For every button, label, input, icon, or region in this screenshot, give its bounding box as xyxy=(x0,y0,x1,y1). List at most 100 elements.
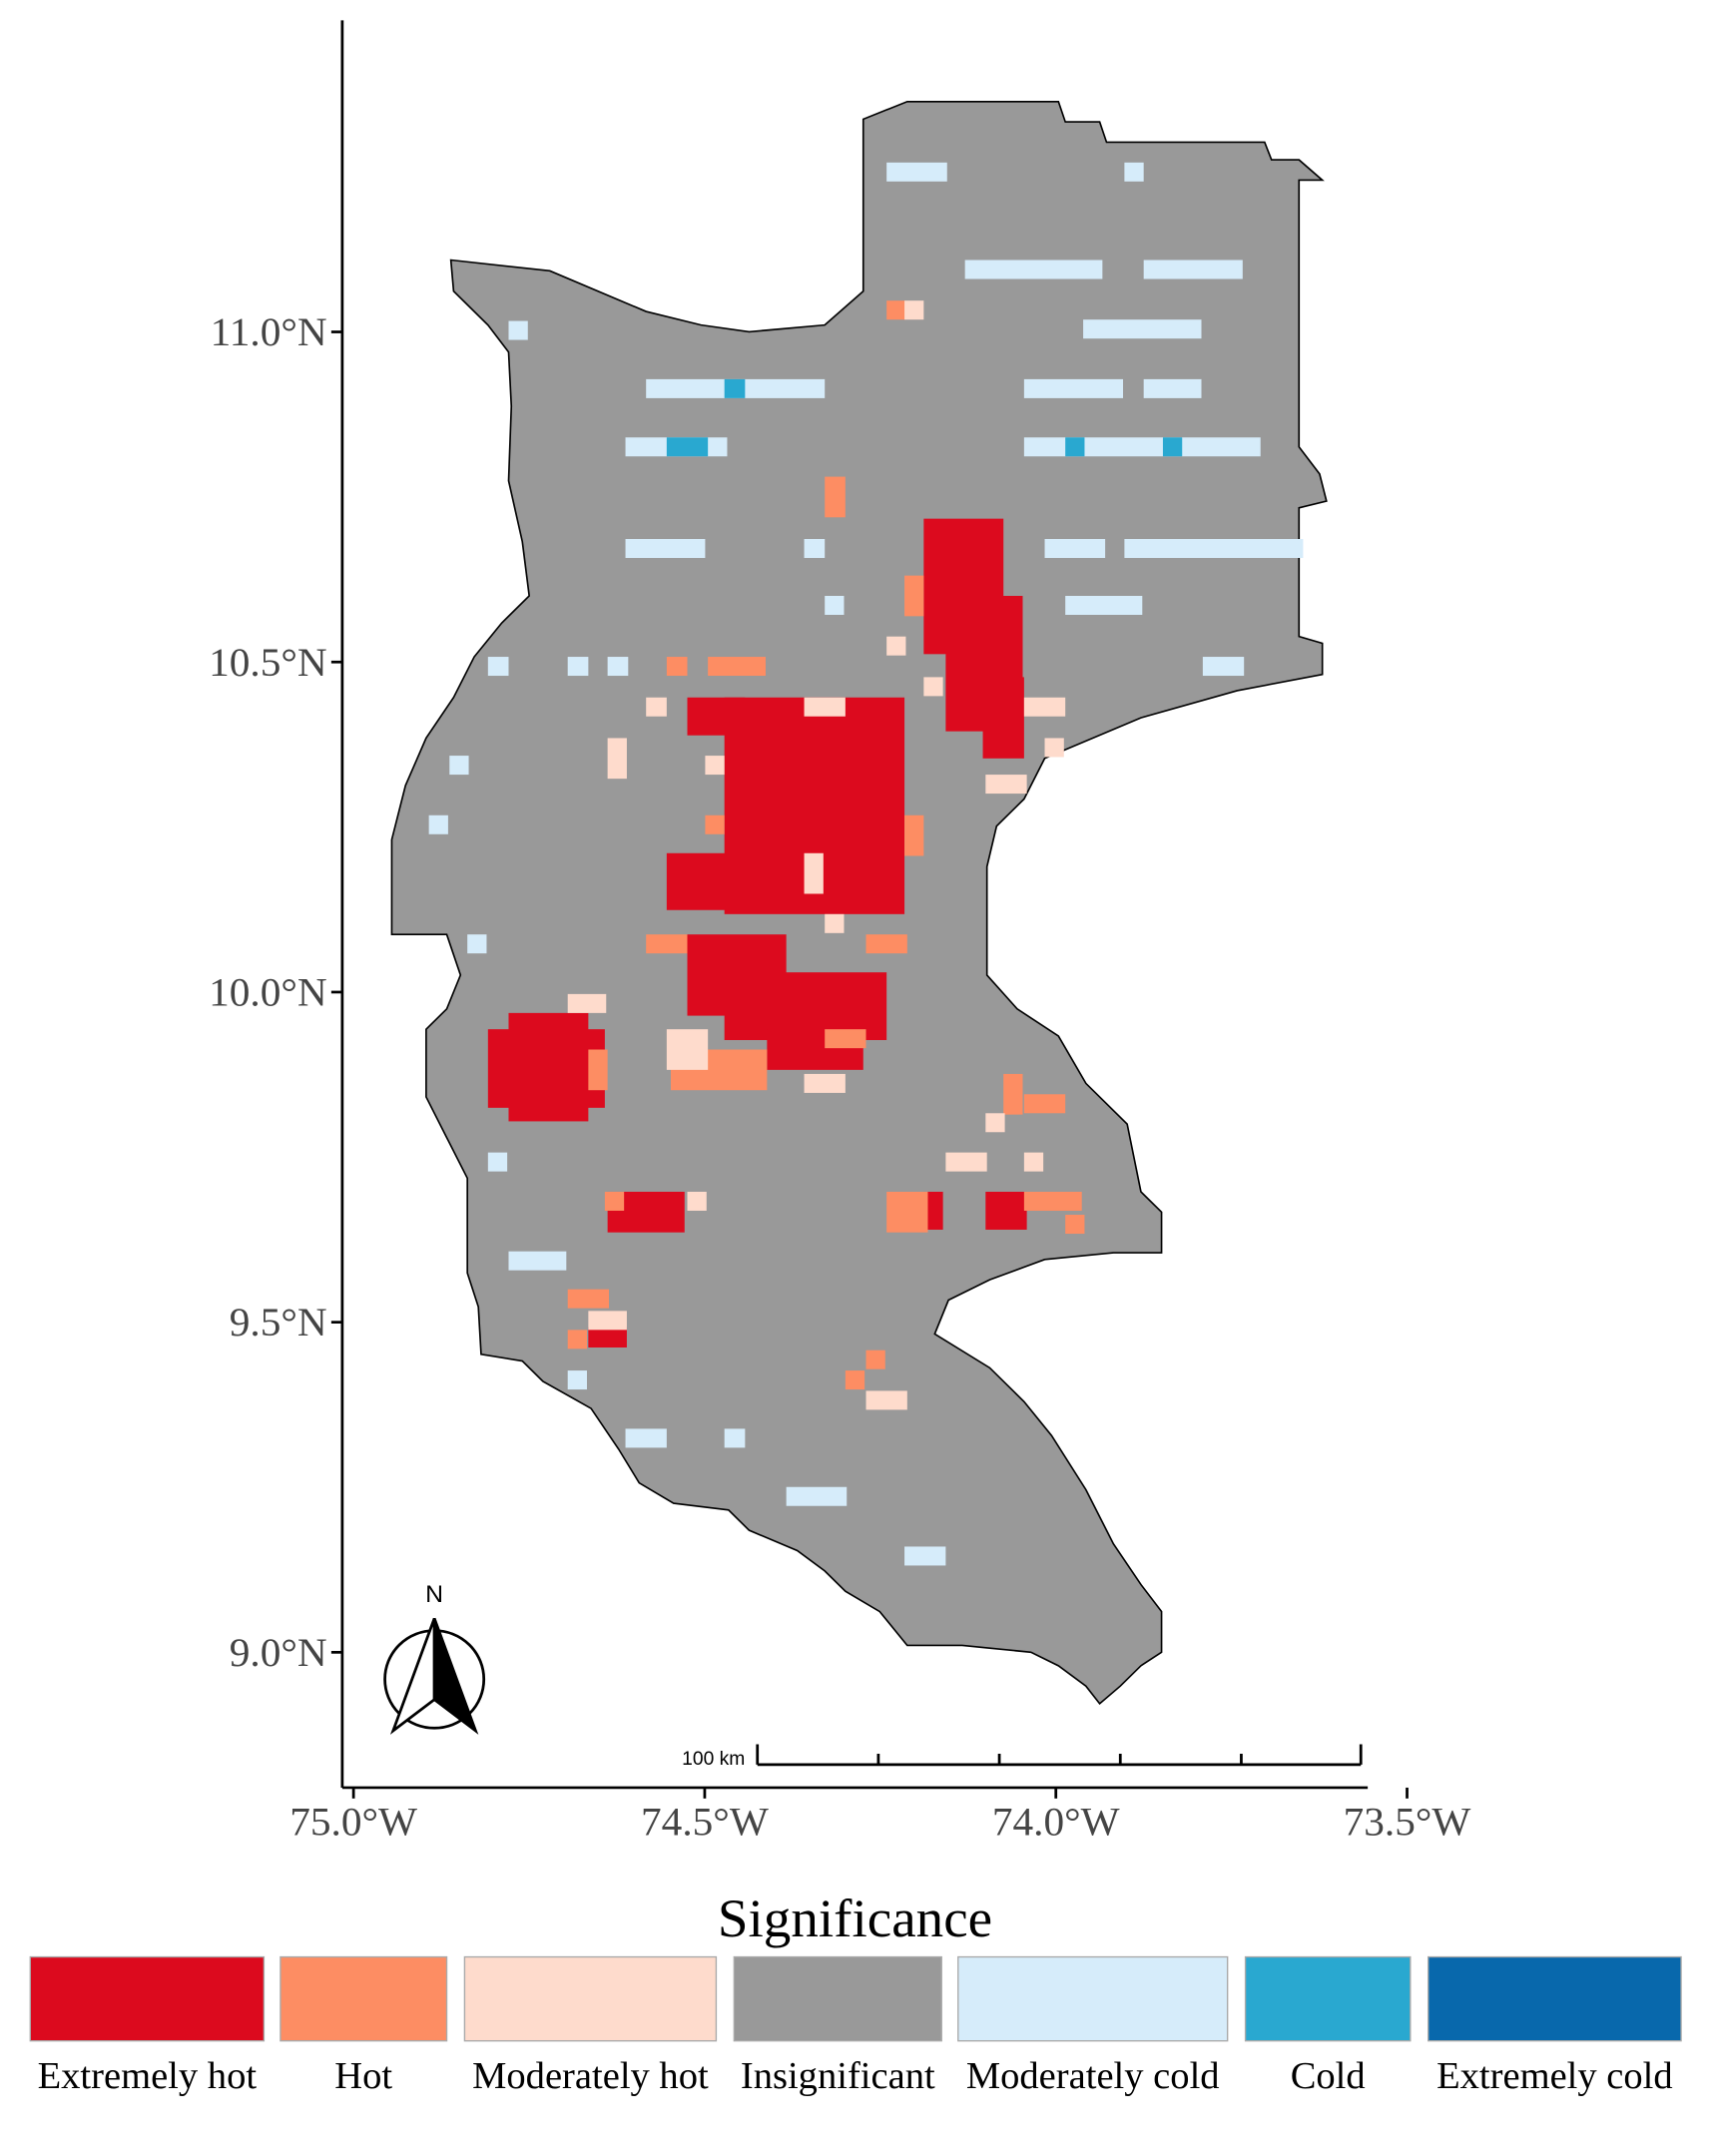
cell xyxy=(904,300,924,320)
legend-swatch xyxy=(1427,1955,1682,2042)
cell xyxy=(845,1370,865,1390)
cell xyxy=(428,814,448,834)
legend: Extremely hot Hot Moderately hot Insignific… xyxy=(29,1955,1682,2097)
cell xyxy=(825,595,845,615)
cell xyxy=(904,1546,946,1566)
scale-ticks xyxy=(756,1744,1363,1765)
cell xyxy=(1162,437,1183,457)
cell xyxy=(567,1289,610,1309)
cell xyxy=(825,476,846,518)
x-tick-label: 73.5°W xyxy=(1344,1799,1471,1845)
scale-label: 100 km xyxy=(682,1749,745,1770)
cell xyxy=(687,1191,707,1211)
cell xyxy=(1023,437,1261,457)
cell xyxy=(865,1390,907,1410)
cell xyxy=(1124,539,1304,558)
cell xyxy=(886,300,906,320)
cell xyxy=(646,697,667,717)
cell xyxy=(625,539,706,558)
cell xyxy=(985,775,1027,795)
cell xyxy=(985,1113,1005,1133)
cell xyxy=(666,1029,709,1070)
cell xyxy=(1023,378,1124,398)
cell xyxy=(1083,319,1202,339)
y-tick-label: 11.0°N xyxy=(211,308,327,354)
cell xyxy=(804,539,826,558)
cell xyxy=(865,934,907,954)
cell xyxy=(508,1251,567,1271)
x-tick-label: 74.5°W xyxy=(641,1799,769,1845)
cell xyxy=(1065,1215,1085,1235)
cells xyxy=(428,162,1304,1566)
legend-label: Moderately hot xyxy=(472,2055,709,2097)
cell xyxy=(1065,595,1143,615)
cell xyxy=(904,814,924,856)
cell xyxy=(666,657,688,677)
legend-label: Insignificant xyxy=(741,2055,935,2097)
legend-swatch xyxy=(280,1955,448,2042)
cell xyxy=(804,852,824,894)
cell xyxy=(705,814,725,834)
x-tick-label: 74.0°W xyxy=(992,1799,1120,1845)
cell xyxy=(508,1012,589,1122)
cell xyxy=(825,1029,866,1049)
cell xyxy=(646,934,688,954)
cell xyxy=(604,1191,625,1211)
y-tick-label: 10.5°N xyxy=(209,639,327,685)
cell xyxy=(804,697,846,717)
cell xyxy=(945,1152,987,1172)
cell xyxy=(1202,657,1245,677)
y-tick-label: 9.0°N xyxy=(230,1629,327,1675)
legend-title: Significance xyxy=(718,1888,992,1949)
cell xyxy=(1143,378,1202,398)
north-label: N xyxy=(425,1581,443,1608)
scale-bar: 100 km xyxy=(682,1744,1363,1770)
legend-swatch xyxy=(733,1955,942,2042)
legend-label: Extremely hot xyxy=(38,2055,258,2097)
cell xyxy=(607,657,629,677)
cell xyxy=(804,1073,846,1093)
cell xyxy=(1003,1073,1023,1115)
cell xyxy=(1023,697,1066,717)
cell xyxy=(886,162,947,182)
cell xyxy=(588,1327,627,1348)
cell xyxy=(567,1330,587,1349)
cell xyxy=(985,1191,1027,1230)
legend-swatch xyxy=(29,1955,266,2042)
cell xyxy=(982,677,1024,759)
north-arrow: N xyxy=(383,1581,486,1735)
cell xyxy=(666,437,709,457)
x-tick-label: 75.0°W xyxy=(289,1799,417,1845)
cell xyxy=(786,1486,848,1506)
cell xyxy=(567,1370,587,1390)
cell xyxy=(567,993,607,1013)
cell xyxy=(449,756,469,776)
y-tick-label: 9.5°N xyxy=(230,1300,327,1346)
cell xyxy=(1044,738,1064,758)
cell xyxy=(1065,437,1085,457)
cell xyxy=(964,260,1103,279)
cell xyxy=(886,636,906,656)
cell xyxy=(607,738,627,780)
legend-label: Extremely cold xyxy=(1436,2055,1673,2097)
axis-labels: 75.0°W 74.5°W 74.0°W 73.5°W 9.0°N 9.5°N 10.0°N… xyxy=(209,308,1471,1844)
cell xyxy=(567,657,589,677)
cell xyxy=(1023,1191,1082,1211)
cell xyxy=(904,575,924,617)
cell xyxy=(588,1049,608,1091)
legend-label: Cold xyxy=(1291,2055,1366,2097)
cell xyxy=(708,657,766,677)
cell xyxy=(865,1349,885,1369)
legend-swatch xyxy=(1244,1955,1412,2042)
cell xyxy=(1044,539,1106,558)
y-tick-label: 10.0°N xyxy=(209,969,327,1015)
legend-swatch xyxy=(463,1955,718,2042)
cell xyxy=(1023,1094,1066,1114)
cell xyxy=(724,1428,746,1448)
cell xyxy=(825,913,845,933)
north-arrow-right xyxy=(432,1617,479,1735)
cell xyxy=(666,852,786,910)
legend-label: Moderately cold xyxy=(966,2055,1220,2097)
